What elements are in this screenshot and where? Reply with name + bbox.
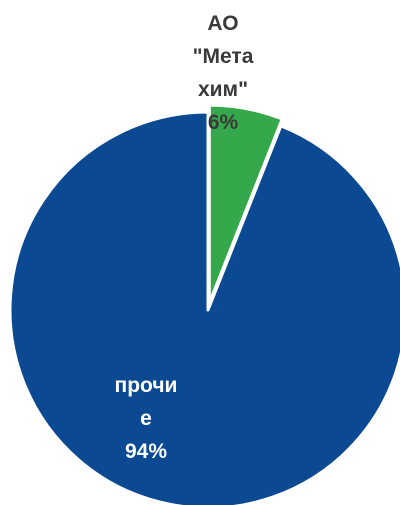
pie-slice-label-1-line-2: 94% xyxy=(125,440,167,463)
pie-slice-label-1: прочи е 94% xyxy=(115,374,178,463)
pie-slice-1 xyxy=(8,110,400,505)
pie-slice-0 xyxy=(207,103,284,305)
pie-slice-label-0-line-1: "Мета xyxy=(193,45,254,68)
pie-slice-label-0-line-3: 6% xyxy=(208,111,239,134)
pie-slice-label-0: АО "Мета хим" 6% xyxy=(193,12,254,134)
pie-slice-label-0-line-0: АО xyxy=(207,12,238,35)
pie-slice-label-1-line-0: прочи xyxy=(115,374,178,397)
pie-slice-label-1-line-1: е xyxy=(140,407,152,430)
pie-slice-label-0-line-2: хим" xyxy=(198,78,248,101)
